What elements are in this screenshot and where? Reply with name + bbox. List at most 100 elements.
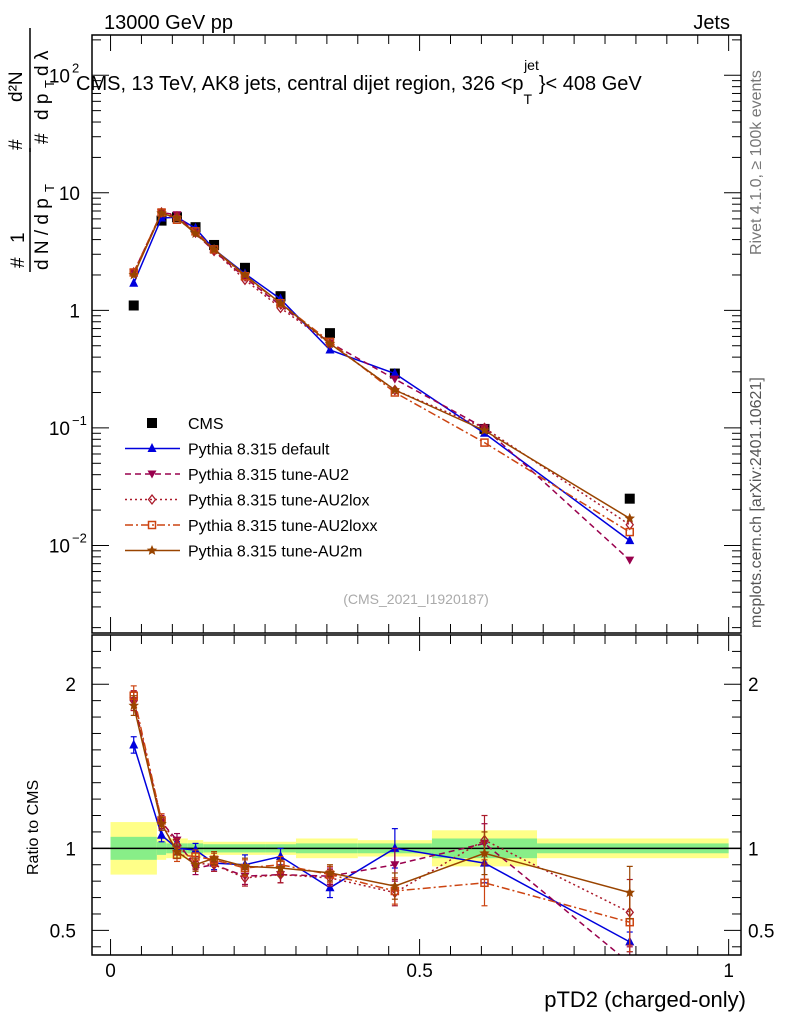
- main-data-point: [390, 368, 400, 378]
- main-y-tick-label: 10: [49, 66, 70, 87]
- main-data-point: [479, 425, 490, 435]
- ratio-data-point: [480, 878, 489, 888]
- ratio-data-point: [276, 851, 286, 861]
- main-data-point: [389, 384, 401, 395]
- main-data-point: [625, 527, 634, 537]
- y-label-hash-2: #: [6, 139, 27, 150]
- ratio-data-point: [239, 860, 251, 871]
- main-data-point: [625, 535, 635, 545]
- legend-marker: [146, 545, 158, 555]
- ratio-series-layer: [128, 685, 635, 955]
- y-label-t-sub-2: T: [42, 80, 57, 88]
- ratio-series-4: [128, 695, 635, 920]
- legend-marker: [147, 493, 157, 506]
- main-y-tick-label: 10: [49, 536, 70, 557]
- y-label-t-sub-1: T: [42, 184, 57, 192]
- ratio-y-tick-label-right: 2: [748, 675, 759, 696]
- ratio-data-point: [156, 818, 167, 829]
- main-y-tick-label: 10: [59, 184, 80, 205]
- x-axis-label: pTD2 (charged-only): [544, 987, 746, 1012]
- analysis-watermark: (CMS_2021_I1920187): [343, 591, 489, 607]
- ratio-data-point: [325, 882, 335, 892]
- main-data-point: [624, 512, 635, 523]
- y-label-dpt: d p: [32, 94, 53, 120]
- main-data-point: [624, 493, 635, 504]
- main-y-tick-exponent: −2: [72, 530, 87, 545]
- y-label-dlambda: d λ: [32, 50, 53, 76]
- main-plot-frame: [91, 34, 742, 634]
- plot-title-end: }< 408 GeV: [539, 73, 643, 95]
- ratio-y-tick-label: 0.5: [50, 921, 76, 942]
- y-label-dn-dpt: d N / d p: [32, 198, 53, 270]
- legend-marker: [147, 470, 157, 479]
- legend-label: CMS: [188, 416, 224, 433]
- ratio-plot-frame: [91, 634, 742, 956]
- main-data-point: [128, 300, 139, 311]
- header-right: Jets: [693, 12, 730, 34]
- legend-label: Pythia 8.315 tune-AU2m: [188, 544, 362, 561]
- ratio-data-point: [208, 852, 220, 863]
- ratio-data-point: [390, 842, 400, 852]
- main-y-tick-exponent: −1: [72, 413, 87, 428]
- main-data-point: [172, 210, 182, 222]
- main-data-point: [129, 277, 139, 287]
- legend-marker: [147, 418, 157, 428]
- x-tick-label: 1: [723, 961, 734, 982]
- ratio-data-point: [171, 846, 183, 857]
- ratio-data-point: [624, 887, 635, 898]
- main-data-point: [208, 243, 220, 254]
- ratio-y-tick-label-right: 1: [748, 839, 759, 860]
- main-data-point: [239, 262, 250, 273]
- legend-label: Pythia 8.315 tune-AU2loxx: [188, 518, 377, 535]
- y-label-one: 1: [8, 232, 29, 243]
- main-data-point: [156, 207, 167, 218]
- y-label-hash-3: #: [32, 133, 53, 144]
- header-left: 13000 GeV pp: [104, 12, 233, 34]
- main-data-point: [128, 269, 139, 280]
- legend-label: Pythia 8.315 default: [188, 442, 330, 459]
- ratio-y-axis-label: Ratio to CMS: [25, 780, 42, 875]
- main-y-tick-exponent: 2: [72, 60, 79, 75]
- ratio-y-tick-label: 1: [65, 839, 76, 860]
- main-data-point: [157, 206, 166, 219]
- ratio-data-point: [479, 847, 490, 858]
- legend-label: Pythia 8.315 tune-AU2: [188, 467, 349, 484]
- ratio-y-tick-label-right: 0.5: [748, 921, 774, 942]
- main-data-point: [190, 228, 201, 238]
- y-label-d2n: d²N: [6, 71, 27, 102]
- main-y-axis-label: # 1 d N / d p T # d²N # d p T d λ: [6, 28, 57, 272]
- plot-title-sup: jet: [523, 57, 539, 73]
- legend-label: Pythia 8.315 tune-AU2lox: [188, 493, 369, 510]
- main-data-point: [324, 338, 336, 349]
- ratio-series-clipped: [128, 685, 635, 955]
- rivet-label: Rivet 4.1.0, ≥ 100k events: [748, 70, 765, 255]
- x-tick-label: 0: [105, 961, 116, 982]
- main-y-tick-label: 10: [49, 419, 70, 440]
- legend-marker: [147, 520, 157, 530]
- main-data-point: [324, 328, 335, 339]
- plot-title-main: CMS, 13 TeV, AK8 jets, central dijet reg…: [76, 73, 524, 95]
- main-y-tick-label: 1: [69, 301, 80, 322]
- main-series-5: [128, 207, 635, 523]
- ratio-data-point: [324, 867, 336, 878]
- plot-title: CMS, 13 TeV, AK8 jets, central dijet reg…: [76, 57, 642, 107]
- y-label-hash-1: #: [8, 257, 29, 268]
- ratio-data-point: [157, 829, 167, 839]
- ratio-data-point: [191, 844, 201, 854]
- main-data-point: [171, 212, 183, 223]
- ratio-data-point: [190, 859, 201, 870]
- main-data-point: [625, 556, 635, 565]
- mcplots-label: mcplots.cern.ch [arXiv:2401.10621]: [748, 377, 765, 628]
- ratio-axis-ticks: 0.5 0.5 1 1 2 2 0 0.5 1: [50, 635, 774, 982]
- main-data-point: [390, 375, 400, 384]
- ratio-data-point: [275, 862, 286, 873]
- main-data-point: [239, 269, 251, 280]
- ratio-data-point: [389, 880, 401, 891]
- x-tick-label: 0.5: [406, 961, 432, 982]
- main-series-layer: [128, 206, 635, 565]
- plot-title-sub: T: [524, 91, 533, 107]
- ratio-data-point: [128, 700, 139, 710]
- main-data-point: [275, 297, 286, 308]
